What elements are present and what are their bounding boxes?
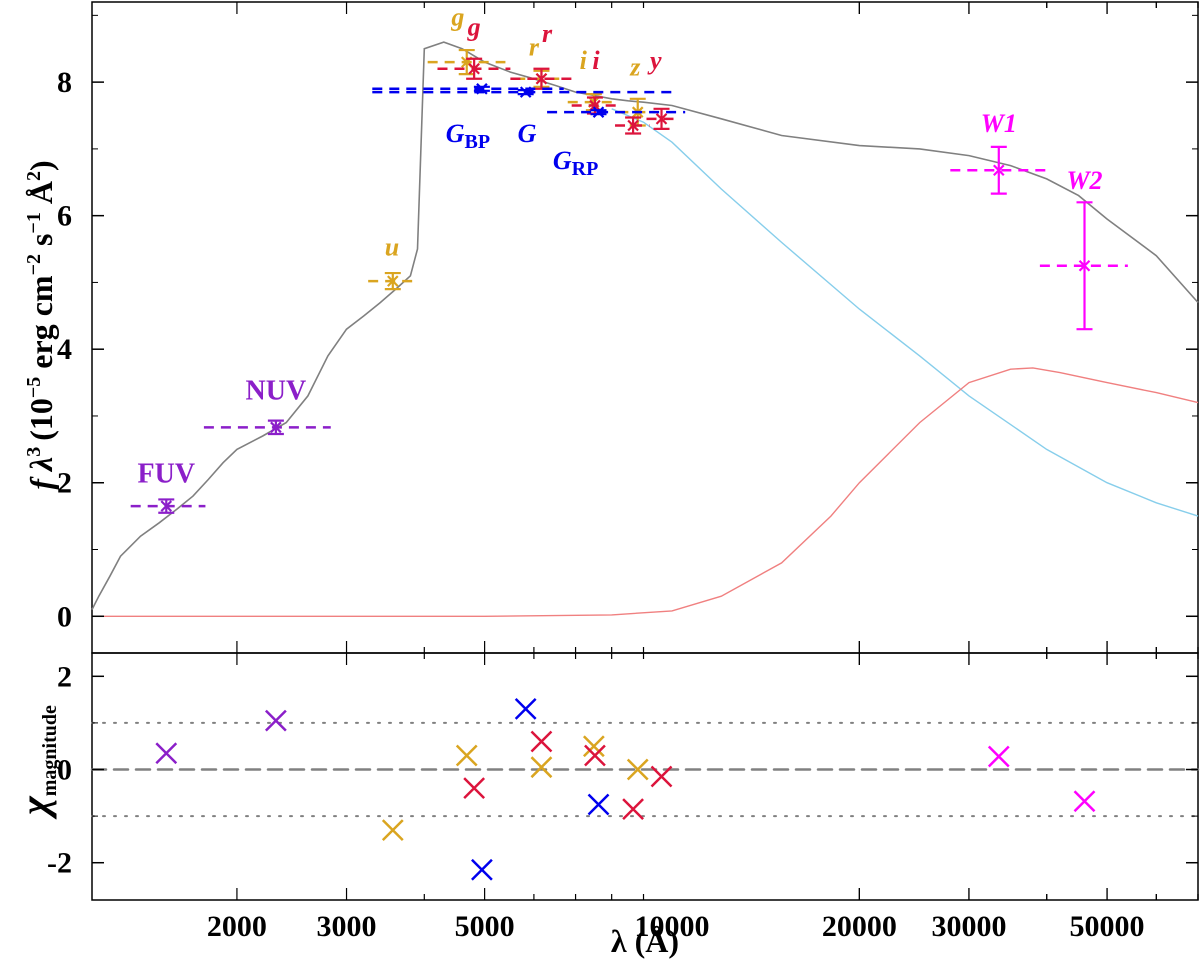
ylabel-f-lambda: f λ bbox=[23, 457, 59, 490]
residual-point-nuv bbox=[264, 709, 287, 732]
y-tick-label-top: 6 bbox=[57, 200, 72, 233]
band-label-nuv: NUV bbox=[246, 375, 307, 406]
residual-point-u bbox=[381, 819, 404, 841]
ylabel-mid: erg cm bbox=[23, 275, 59, 377]
photometry-point-wise-w1 bbox=[950, 145, 1047, 195]
x-tick-label: 30000 bbox=[931, 910, 1006, 943]
y-axis-title-top: f λ3 (10−5 erg cm−2 s−1 Å2) bbox=[23, 160, 59, 489]
photometry-point-gaia-g_bp bbox=[372, 83, 564, 95]
chi-symbol: χ bbox=[12, 795, 57, 820]
gaia-label-g: G bbox=[518, 119, 537, 148]
ylabel-s: s bbox=[23, 234, 59, 254]
photometry-point-pan-starrs-r bbox=[510, 67, 576, 90]
marker bbox=[160, 500, 173, 512]
photometry-point-gaia-g bbox=[372, 86, 672, 98]
marker bbox=[519, 86, 532, 98]
x-tick-label: 10000 bbox=[634, 910, 709, 943]
band-label-i: i bbox=[580, 46, 588, 75]
x-tick-label: 5000 bbox=[455, 910, 515, 943]
residual-panel: 2000 3000 5000 10000 20000 30000 50000 -2 0 2 bbox=[47, 652, 1200, 943]
x-tick-label: 50000 bbox=[1070, 910, 1145, 943]
ylabel-exp1: −5 bbox=[23, 377, 45, 398]
residual-point-i bbox=[584, 744, 606, 767]
marker bbox=[592, 106, 605, 118]
band-label-i: i bbox=[592, 46, 600, 75]
residual-point-g bbox=[463, 777, 486, 800]
x-axis-title: λ (Å) bbox=[611, 923, 679, 959]
x-tick-label: 3000 bbox=[317, 910, 377, 943]
photometry-point-gaia-g_rp bbox=[547, 106, 686, 118]
residual-point-fuv bbox=[155, 742, 178, 765]
marker bbox=[589, 99, 601, 112]
photometry-point-pan-starrs-z bbox=[615, 116, 650, 135]
residual-point-r bbox=[530, 730, 553, 753]
residual-point-g bbox=[514, 698, 537, 720]
y-axis-title-bottom: χmagnitude bbox=[12, 705, 61, 820]
y-tick-label-bottom: 2 bbox=[57, 660, 72, 693]
marker bbox=[535, 73, 548, 85]
residual-point-g bbox=[455, 744, 478, 767]
band-label-u: u bbox=[385, 233, 399, 262]
model-curve-total bbox=[91, 41, 1199, 610]
band-label-fuv: FUV bbox=[138, 459, 196, 490]
band-label-z: z bbox=[629, 52, 641, 81]
band-label-g: g bbox=[450, 2, 464, 31]
marker bbox=[270, 421, 282, 434]
band-label-w2: W2 bbox=[1066, 166, 1102, 195]
x-tick-label: 20000 bbox=[822, 910, 897, 943]
band-label-y: y bbox=[647, 46, 662, 75]
ylabel-scale: (10 bbox=[23, 398, 59, 441]
photometry-point-wise-w2 bbox=[1039, 201, 1128, 331]
ylabel-cube: 3 bbox=[23, 447, 45, 457]
gaia-label-rp: GRP bbox=[553, 146, 598, 180]
chi-subscript: magnitude bbox=[39, 705, 61, 796]
ylabel-exp3: −1 bbox=[23, 212, 45, 233]
marker bbox=[993, 164, 1005, 177]
residual-point-w2 bbox=[1073, 790, 1096, 813]
svg-text:χmagnitude: χmagnitude bbox=[12, 705, 61, 820]
y-tick-label-top: 8 bbox=[57, 66, 72, 99]
x-tick-label: 2000 bbox=[207, 910, 267, 943]
residual-point-z bbox=[622, 798, 644, 821]
residual-point-r bbox=[530, 756, 553, 779]
y-tick-label-bottom: -2 bbox=[47, 847, 72, 880]
model-curve-white-dwarf bbox=[611, 108, 1199, 517]
y-tick-label-top: 4 bbox=[57, 333, 72, 366]
photometry-point-sdss-u bbox=[368, 271, 418, 291]
band-label-r: r bbox=[542, 19, 553, 48]
residual-point-g_bp bbox=[471, 858, 493, 881]
ylabel-close: ) bbox=[23, 160, 59, 171]
photometry-point-sdss-g bbox=[427, 48, 506, 76]
residual-point-w1 bbox=[987, 745, 1010, 768]
photometry-point-pan-starrs-g bbox=[437, 57, 511, 80]
gaia-label-bp: GBP bbox=[446, 119, 490, 153]
band-label-g: g bbox=[467, 12, 481, 41]
marker bbox=[1078, 259, 1091, 272]
model-curve-blackbody bbox=[98, 367, 1199, 617]
marker bbox=[655, 113, 668, 125]
residual-point-g_rp bbox=[587, 793, 610, 816]
photometry-point-pan-starrs-y bbox=[646, 107, 680, 130]
marker bbox=[468, 62, 480, 75]
photometry-point-galex-fuv bbox=[130, 498, 206, 514]
svg-text:f λ3(10−5 erg cm−2 s−1 Å2): f λ3 (10−5 erg cm−2 s−1 Å2) bbox=[23, 160, 59, 489]
band-label-r: r bbox=[529, 32, 540, 61]
y-tick-label-bottom: 0 bbox=[57, 754, 72, 787]
ylabel-exp4: 2 bbox=[23, 171, 45, 181]
photometry-point-galex-nuv bbox=[203, 419, 331, 436]
residual-panel-frame bbox=[91, 652, 1199, 901]
residual-point-i bbox=[582, 735, 605, 758]
residual-point-z bbox=[626, 758, 649, 781]
y-tick-label-top: 0 bbox=[57, 600, 72, 633]
ylabel-exp2: −2 bbox=[23, 254, 45, 275]
marker bbox=[627, 119, 639, 132]
band-label-w1: W1 bbox=[981, 109, 1017, 138]
residual-point-y bbox=[650, 765, 673, 788]
y-tick-label-top: 2 bbox=[57, 467, 72, 500]
ylabel-ang: Å bbox=[23, 181, 59, 212]
marker bbox=[387, 275, 399, 287]
